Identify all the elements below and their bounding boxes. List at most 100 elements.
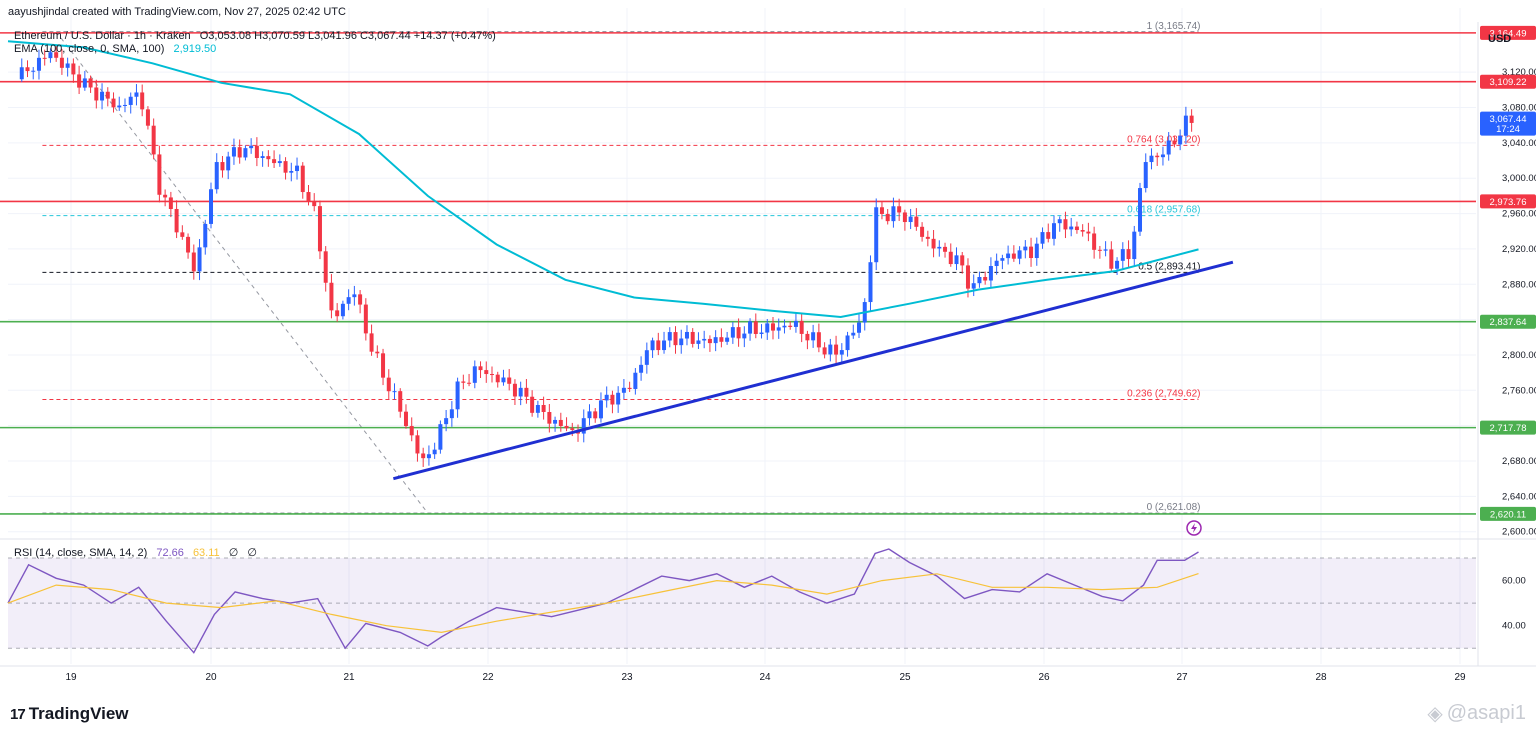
last-price-tag: 3,067.44 bbox=[1490, 114, 1527, 125]
candle bbox=[1006, 245, 1011, 265]
candle bbox=[1063, 211, 1068, 239]
candle bbox=[421, 447, 426, 467]
candle bbox=[1057, 216, 1062, 232]
ema-legend[interactable]: EMA (100, close, 0, SMA, 100) 2,919.50 bbox=[14, 43, 216, 56]
ema-100-line bbox=[7, 40, 1199, 319]
candle-body bbox=[180, 232, 185, 237]
candle-body bbox=[868, 262, 873, 303]
candle-body bbox=[335, 310, 340, 317]
candle bbox=[1172, 136, 1177, 148]
last-price-tag-bg bbox=[1480, 111, 1536, 136]
candle-body bbox=[168, 197, 173, 209]
candle bbox=[920, 222, 925, 242]
candle-body bbox=[937, 246, 942, 249]
candle-body bbox=[36, 57, 41, 71]
candle-body bbox=[186, 236, 191, 253]
candle bbox=[553, 416, 558, 432]
candle-body bbox=[145, 109, 150, 126]
candle-body bbox=[1040, 232, 1045, 244]
candle bbox=[587, 404, 592, 426]
candle-body bbox=[931, 238, 936, 249]
rsi-legend[interactable]: RSI (14, close, SMA, 14, 2) 72.66 63.11 … bbox=[14, 547, 257, 560]
candle-body bbox=[415, 435, 420, 454]
candle bbox=[885, 209, 890, 225]
rsi-tick-label: 40.00 bbox=[1502, 621, 1526, 632]
candle-body bbox=[289, 171, 294, 173]
fib-label: 0.5 (2,893.41) bbox=[1138, 261, 1200, 272]
price-axis: 3,120.00 3,080.00 3,040.00 3,000.00 2,960.00… bbox=[1480, 25, 1536, 632]
candle-body bbox=[621, 387, 626, 393]
candle-body bbox=[793, 320, 798, 327]
candle bbox=[163, 189, 168, 207]
candle-body bbox=[490, 374, 494, 376]
candle-body bbox=[375, 351, 380, 354]
candle bbox=[203, 219, 208, 255]
candle bbox=[48, 48, 53, 63]
candle-body bbox=[610, 394, 615, 405]
candle bbox=[839, 343, 844, 364]
candle-body bbox=[191, 252, 196, 272]
rsi-sma-line bbox=[7, 573, 1199, 634]
candle-body bbox=[117, 105, 122, 108]
candle bbox=[902, 209, 907, 231]
tradingview-logo[interactable]: 17 TradingView bbox=[10, 704, 129, 724]
candle-body bbox=[71, 63, 76, 75]
candle-body bbox=[644, 350, 649, 365]
candle-body bbox=[77, 74, 82, 88]
candle-body bbox=[1149, 155, 1154, 163]
candle bbox=[644, 342, 649, 374]
candle-body bbox=[1057, 219, 1062, 224]
candle bbox=[507, 368, 512, 391]
candle bbox=[484, 361, 489, 383]
candle bbox=[834, 335, 839, 364]
candle bbox=[277, 154, 282, 167]
candle-body bbox=[1086, 231, 1091, 234]
candle-body bbox=[163, 194, 168, 198]
candle bbox=[679, 329, 684, 354]
candle-body bbox=[82, 78, 87, 88]
time-tick-label: 19 bbox=[65, 672, 77, 683]
candle bbox=[1034, 237, 1039, 266]
level-price-tag: 2,717.78 bbox=[1490, 423, 1527, 434]
candle bbox=[174, 200, 179, 239]
price-tick-label: 2,920.00 bbox=[1502, 244, 1536, 255]
candle bbox=[1143, 153, 1148, 193]
candle bbox=[71, 58, 76, 83]
candle-body bbox=[449, 409, 454, 419]
candle bbox=[541, 396, 546, 420]
candle bbox=[77, 65, 82, 95]
candle-body bbox=[369, 333, 374, 352]
candle-body bbox=[1178, 135, 1183, 145]
candle-body bbox=[31, 70, 36, 72]
rsi-band bbox=[8, 558, 1476, 649]
candle-body bbox=[650, 340, 655, 351]
candle bbox=[467, 373, 472, 387]
candle-body bbox=[495, 374, 500, 383]
candle-body bbox=[908, 216, 913, 223]
candle-body bbox=[948, 251, 953, 265]
symbol-legend[interactable]: Ethereum / U.S. Dollar · 1h · Kraken O3,… bbox=[14, 30, 496, 43]
candle bbox=[725, 331, 730, 345]
candle bbox=[209, 182, 214, 229]
candle bbox=[673, 326, 678, 354]
candle bbox=[243, 145, 248, 161]
candle bbox=[352, 285, 357, 306]
currency-label[interactable]: USD bbox=[1488, 33, 1512, 45]
candle bbox=[312, 193, 317, 212]
candle-body bbox=[1115, 260, 1120, 269]
candle-body bbox=[231, 147, 236, 157]
candle-body bbox=[748, 321, 753, 334]
candle bbox=[231, 138, 236, 165]
candle bbox=[105, 87, 110, 107]
candle bbox=[151, 118, 156, 160]
candle-body bbox=[799, 320, 804, 334]
candle bbox=[518, 381, 523, 406]
candle-body bbox=[925, 236, 930, 239]
candle-body bbox=[702, 338, 707, 341]
candle-body bbox=[845, 335, 850, 351]
candle-body bbox=[736, 327, 741, 339]
candle-body bbox=[857, 322, 862, 333]
candle-body bbox=[122, 104, 127, 106]
candle bbox=[650, 337, 655, 358]
